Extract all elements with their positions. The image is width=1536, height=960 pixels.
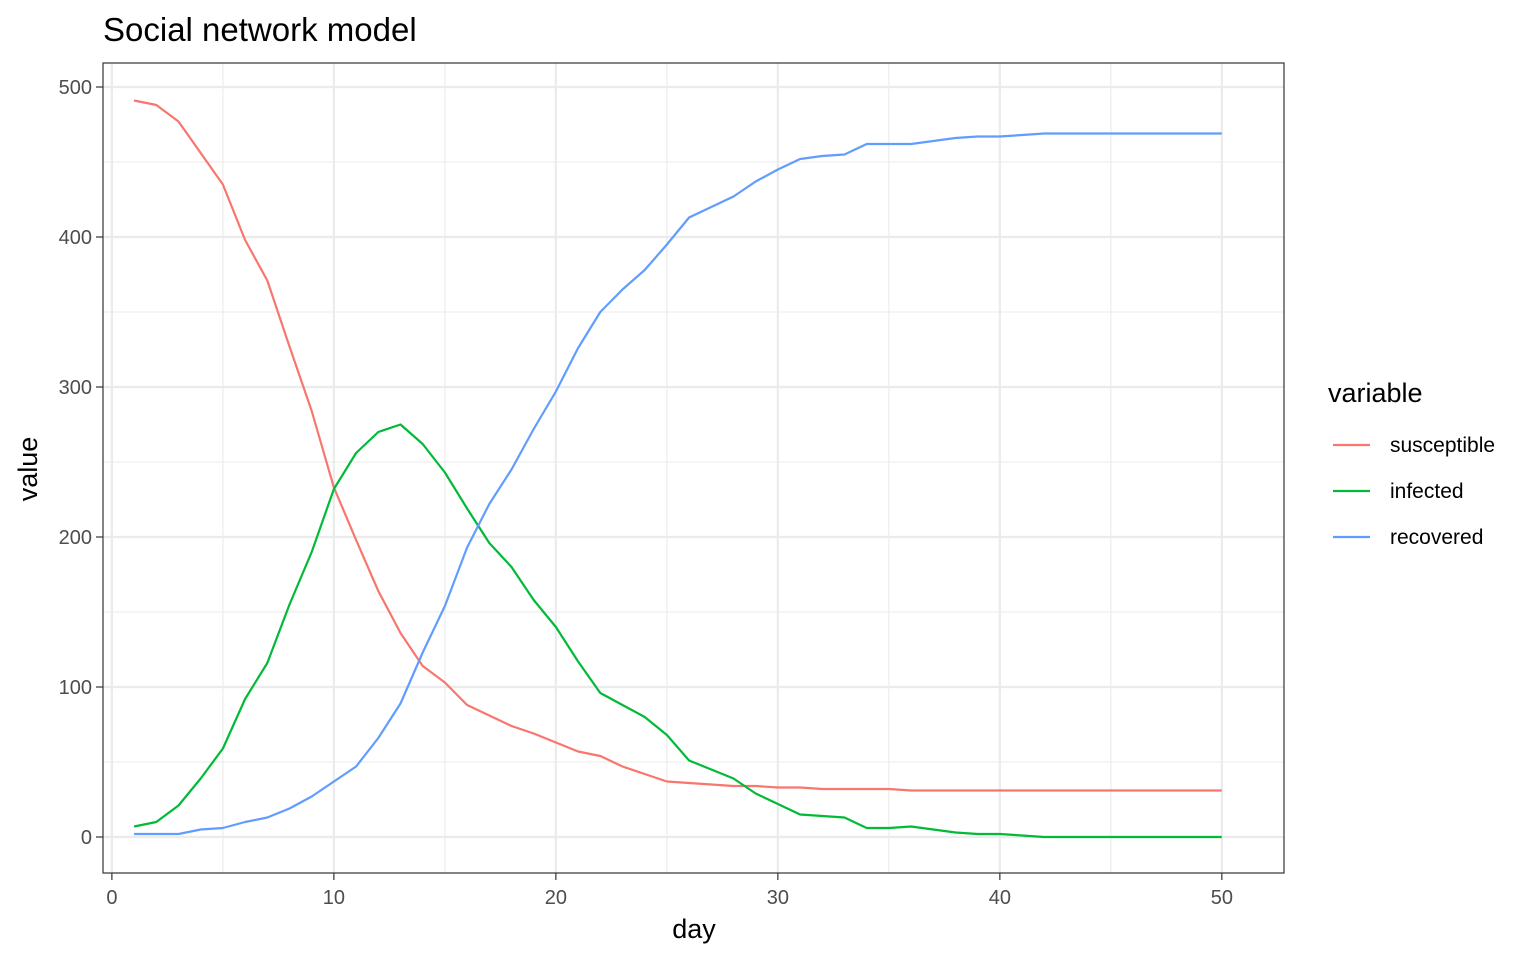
y-axis-title: value	[13, 437, 43, 502]
legend-label-susceptible: susceptible	[1390, 434, 1495, 457]
y-axis: 0 100 200 300 400 500	[59, 77, 103, 849]
panel-border	[102, 62, 1285, 874]
chart-title: Social network model	[103, 11, 417, 48]
x-axis-title: day	[672, 914, 716, 944]
minor-gridlines	[103, 63, 1284, 873]
legend-label-infected: infected	[1390, 480, 1464, 503]
y-tick-label: 400	[59, 227, 92, 249]
legend: variable susceptible infected recovered	[1328, 378, 1495, 549]
plot-panel	[102, 62, 1285, 874]
y-tick-label: 500	[59, 77, 92, 99]
x-tick-label: 30	[767, 887, 789, 909]
series-line-recovered	[134, 132, 1222, 836]
x-tick-label: 50	[1211, 887, 1233, 909]
series-lines	[133, 99, 1222, 839]
series-line-susceptible	[133, 99, 1222, 792]
y-tick-label: 100	[59, 677, 92, 699]
legend-item-susceptible: susceptible	[1333, 434, 1495, 457]
x-tick-label: 40	[989, 887, 1011, 909]
major-gridlines	[103, 63, 1284, 873]
x-axis: 0 10 20 30 40 50	[106, 873, 1233, 909]
series-line-infected	[133, 423, 1222, 839]
legend-item-infected: infected	[1333, 480, 1464, 503]
x-tick-label: 20	[545, 887, 567, 909]
x-tick-label: 10	[323, 887, 345, 909]
legend-label-recovered: recovered	[1390, 526, 1483, 549]
legend-item-recovered: recovered	[1333, 526, 1483, 549]
x-tick-label: 0	[106, 887, 117, 909]
y-tick-label: 0	[81, 827, 92, 849]
legend-title: variable	[1328, 378, 1423, 408]
y-tick-label: 200	[59, 527, 92, 549]
y-tick-label: 300	[59, 377, 92, 399]
